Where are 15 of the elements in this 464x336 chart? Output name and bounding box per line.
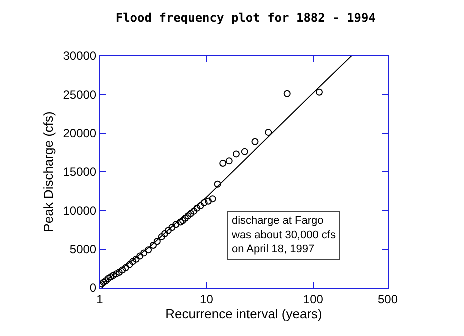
y-tick-label: 5000 xyxy=(70,242,97,257)
y-tick-label: 0 xyxy=(90,281,97,296)
x-tick-label: 10 xyxy=(200,292,214,306)
y-tick-label: 30000 xyxy=(63,49,97,64)
x-axis-title: Recurrence interval (years) xyxy=(166,306,322,322)
y-tick-label: 10000 xyxy=(63,204,97,218)
y-tick-label: 25000 xyxy=(63,88,97,102)
y-tick-label: 20000 xyxy=(63,126,97,141)
annotation: discharge at Fargo was about 30,000 cfs on April 18, 1997 xyxy=(231,215,336,256)
chart-title: Flood frequency plot for 1882 - 1994 xyxy=(116,10,376,25)
x-tick-label: 500 xyxy=(378,292,398,306)
y-tick-label: 15000 xyxy=(63,165,97,180)
y-axis-title: Peak Discharge (cfs) xyxy=(41,112,56,232)
x-tick-label: 100 xyxy=(303,292,324,306)
x-tick-label: 1 xyxy=(96,292,104,306)
